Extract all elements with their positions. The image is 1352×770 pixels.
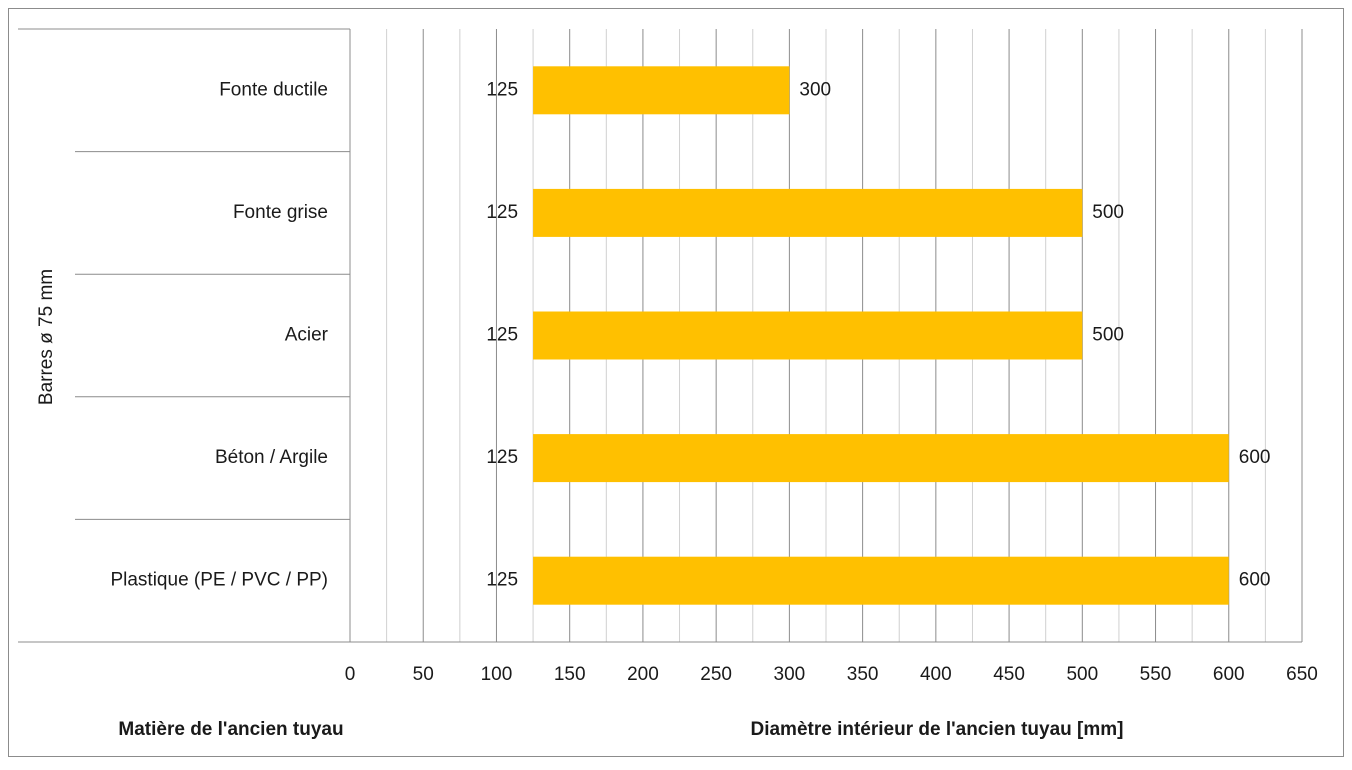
x-tick-label: 600	[1213, 664, 1245, 685]
bar-end-label: 600	[1239, 447, 1271, 468]
bar	[533, 66, 790, 115]
group-label: Barres ø 75 mm	[36, 269, 57, 405]
x-tick-label: 550	[1140, 664, 1172, 685]
bar-start-label: 125	[486, 325, 518, 346]
x-tick-label: 200	[627, 664, 659, 685]
bars-layer: 125 300 125 500 125 500 125 600 125 600	[486, 66, 1271, 605]
bar-end-label: 500	[1092, 325, 1124, 346]
x-tick-label: 50	[413, 664, 434, 685]
category-label: Plastique (PE / PVC / PP)	[110, 570, 328, 591]
bar-start-label: 125	[486, 570, 518, 591]
bar-start-label: 125	[486, 447, 518, 468]
x-tick-label: 250	[700, 664, 732, 685]
x-tick-label: 350	[847, 664, 879, 685]
bar-start-label: 125	[486, 202, 518, 223]
x-tick-label: 300	[774, 664, 806, 685]
x-axis-title: Diamètre intérieur de l'ancien tuyau [mm…	[750, 719, 1123, 740]
category-label: Fonte grise	[233, 202, 328, 223]
category-label: Acier	[285, 325, 329, 346]
bar	[533, 188, 1083, 237]
bar	[533, 434, 1229, 483]
bar-start-label: 125	[486, 79, 518, 100]
x-tick-label: 100	[481, 664, 513, 685]
bar	[533, 311, 1083, 360]
x-tick-label: 500	[1066, 664, 1098, 685]
x-tick-label: 450	[993, 664, 1025, 685]
x-tick-label: 0	[345, 664, 356, 685]
category-label: Béton / Argile	[215, 447, 328, 468]
bar	[533, 556, 1229, 605]
x-tick-label: 400	[920, 664, 952, 685]
category-axis: Fonte ductile Fonte grise Acier Béton / Arg…	[18, 28, 1302, 643]
category-axis-title: Matière de l'ancien tuyau	[118, 719, 343, 740]
x-tick-label: 150	[554, 664, 586, 685]
category-label: Fonte ductile	[219, 79, 328, 100]
value-axis-ticks: 0 50 100 150 200 250 300 350 400 450 500 550 600 650	[345, 664, 1318, 685]
bar-end-label: 300	[799, 79, 831, 100]
x-tick-label: 650	[1286, 664, 1318, 685]
chart-border	[8, 8, 1344, 757]
bar-end-label: 600	[1239, 570, 1271, 591]
bar-end-label: 500	[1092, 202, 1124, 223]
